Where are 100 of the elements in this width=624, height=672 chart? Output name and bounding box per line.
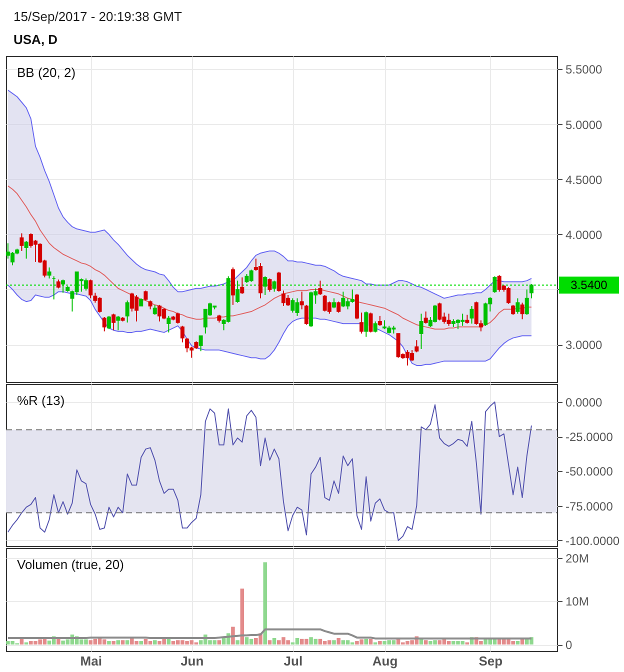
candlestick [268, 278, 272, 292]
candlestick [180, 325, 184, 343]
bar [102, 639, 106, 645]
bar [368, 638, 373, 645]
bar [153, 640, 157, 645]
candlestick [516, 298, 520, 314]
candlestick [84, 278, 88, 292]
candlestick [236, 280, 240, 304]
candlestick [272, 280, 276, 292]
bar [47, 640, 52, 645]
candlestick [373, 320, 378, 333]
bar [336, 638, 340, 645]
candlestick [112, 313, 116, 331]
candlestick [414, 340, 419, 353]
bar [272, 638, 276, 645]
bar [268, 640, 272, 645]
bar [520, 639, 524, 645]
bar [120, 640, 125, 645]
bar [318, 638, 322, 645]
candlestick [354, 293, 359, 320]
candlestick [378, 315, 382, 326]
candlestick [318, 280, 322, 296]
y-tick-label: -25.0000 [566, 430, 614, 444]
bar [249, 638, 254, 645]
candlestick [300, 291, 304, 310]
y-tick-label: 10M [566, 594, 589, 609]
line-series [6, 628, 532, 640]
candlestick [166, 315, 171, 333]
legend-title: BB (20, 2) [17, 65, 76, 80]
bar [364, 638, 368, 645]
candlestick [144, 290, 148, 301]
bar [295, 638, 300, 645]
candlestick [419, 313, 424, 350]
bar [148, 641, 152, 645]
y-tick-label: 0.0000 [566, 396, 603, 410]
candlestick [106, 315, 111, 330]
bar [244, 637, 249, 645]
y-tick-label: -100.0000 [566, 534, 620, 548]
bar [139, 641, 143, 645]
candlestick [240, 276, 244, 294]
candlestick [332, 298, 336, 309]
candlestick [276, 271, 281, 292]
candlestick [263, 276, 268, 296]
y-tick-label: 5.5000 [566, 62, 603, 77]
candlestick [529, 283, 534, 299]
y-tick-label: 5.0000 [566, 118, 603, 132]
candlestick [61, 279, 66, 294]
candlestick [524, 288, 529, 316]
candlestick [20, 232, 24, 252]
y-tick-label: 3.0000 [566, 338, 603, 352]
bar [240, 588, 244, 645]
x-tick-label: Jun [180, 654, 204, 668]
bar [107, 641, 111, 645]
candlestick [88, 279, 93, 299]
bar [116, 640, 120, 645]
candlestick [438, 302, 442, 321]
bar [125, 640, 130, 645]
y-tick-label: -75.0000 [566, 499, 614, 514]
candlestick [350, 288, 354, 304]
legend-title: %R (13) [17, 393, 65, 408]
candlestick [125, 300, 130, 324]
candlestick [492, 276, 497, 294]
candlestick [424, 311, 428, 324]
y-tick-label: 20M [566, 551, 589, 566]
bar [341, 640, 346, 645]
candlestick [520, 302, 524, 320]
candlestick [47, 266, 52, 279]
candlestick [360, 312, 364, 334]
bar [332, 640, 336, 645]
candlestick [185, 337, 190, 353]
candlestick [24, 240, 28, 260]
candlestick [506, 286, 511, 304]
x-tick-label: Mai [80, 654, 102, 668]
candlestick [152, 304, 157, 316]
bar [346, 640, 350, 645]
candlestick [336, 301, 341, 314]
line-series [7, 90, 532, 299]
candlestick [368, 312, 373, 333]
y-tick-label: 4.0000 [566, 228, 603, 242]
bar [424, 640, 428, 645]
y-tick-label: -50.0000 [566, 464, 614, 479]
chart-title: USA, D [14, 32, 58, 47]
bar [378, 641, 382, 645]
candlestick [102, 316, 106, 332]
candlestick [116, 315, 120, 331]
x-tick-label: Jul [284, 654, 303, 668]
bar [171, 641, 176, 645]
y-tick-label: 4.5000 [566, 172, 603, 187]
bar [263, 562, 267, 645]
candlestick [511, 304, 516, 316]
x-tick-label: Sep [478, 654, 503, 668]
candlestick [484, 302, 488, 326]
legend-title: Volumen (true, 20) [17, 557, 124, 572]
bar [217, 640, 222, 645]
bar [236, 640, 240, 645]
y-tick-label: 0 [566, 638, 572, 652]
bar [446, 641, 451, 645]
ref-line-label: 3.5400 [570, 278, 608, 292]
bar [166, 638, 171, 645]
candlestick [470, 306, 474, 324]
